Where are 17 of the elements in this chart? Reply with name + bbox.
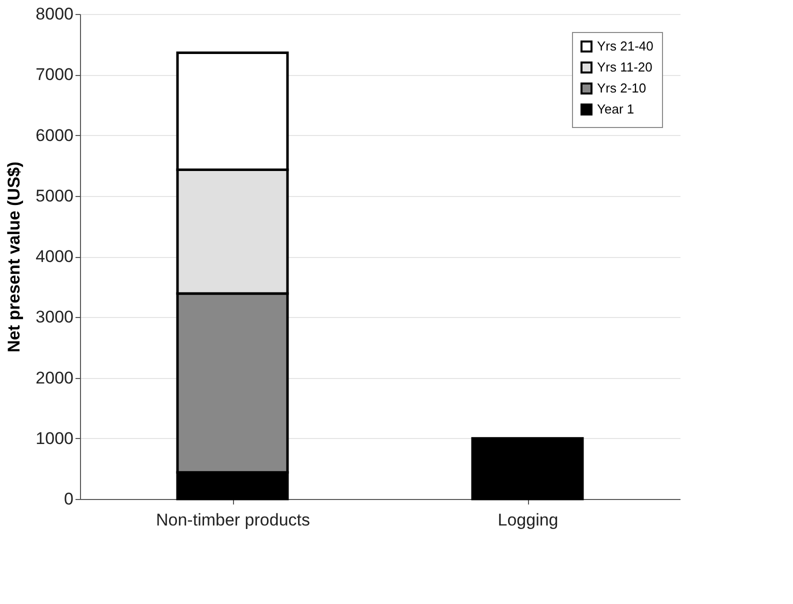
x-tick-label: Non-timber products xyxy=(156,510,310,530)
y-tick-label: 2000 xyxy=(36,368,74,388)
y-axis-title: Net present value (US$) xyxy=(4,162,24,352)
legend-label: Yrs 21-40 xyxy=(597,38,654,54)
legend-label: Year 1 xyxy=(597,102,634,116)
y-tick-label: 6000 xyxy=(36,126,74,145)
y-tick-label: 4000 xyxy=(36,247,74,266)
x-tick-label: Logging xyxy=(498,510,558,530)
y-tick-label: 0 xyxy=(64,490,74,508)
bar xyxy=(471,437,584,500)
y-tick-label: 8000 xyxy=(36,4,74,24)
y-tick-label: 7000 xyxy=(36,65,74,84)
y-tick-label: 3000 xyxy=(36,308,74,327)
legend-label: Yrs 11-20 xyxy=(597,60,652,74)
y-tick-label: 5000 xyxy=(36,186,74,206)
legend-label: Yrs 2-10 xyxy=(597,80,646,96)
y-tick-label: 1000 xyxy=(36,428,74,448)
